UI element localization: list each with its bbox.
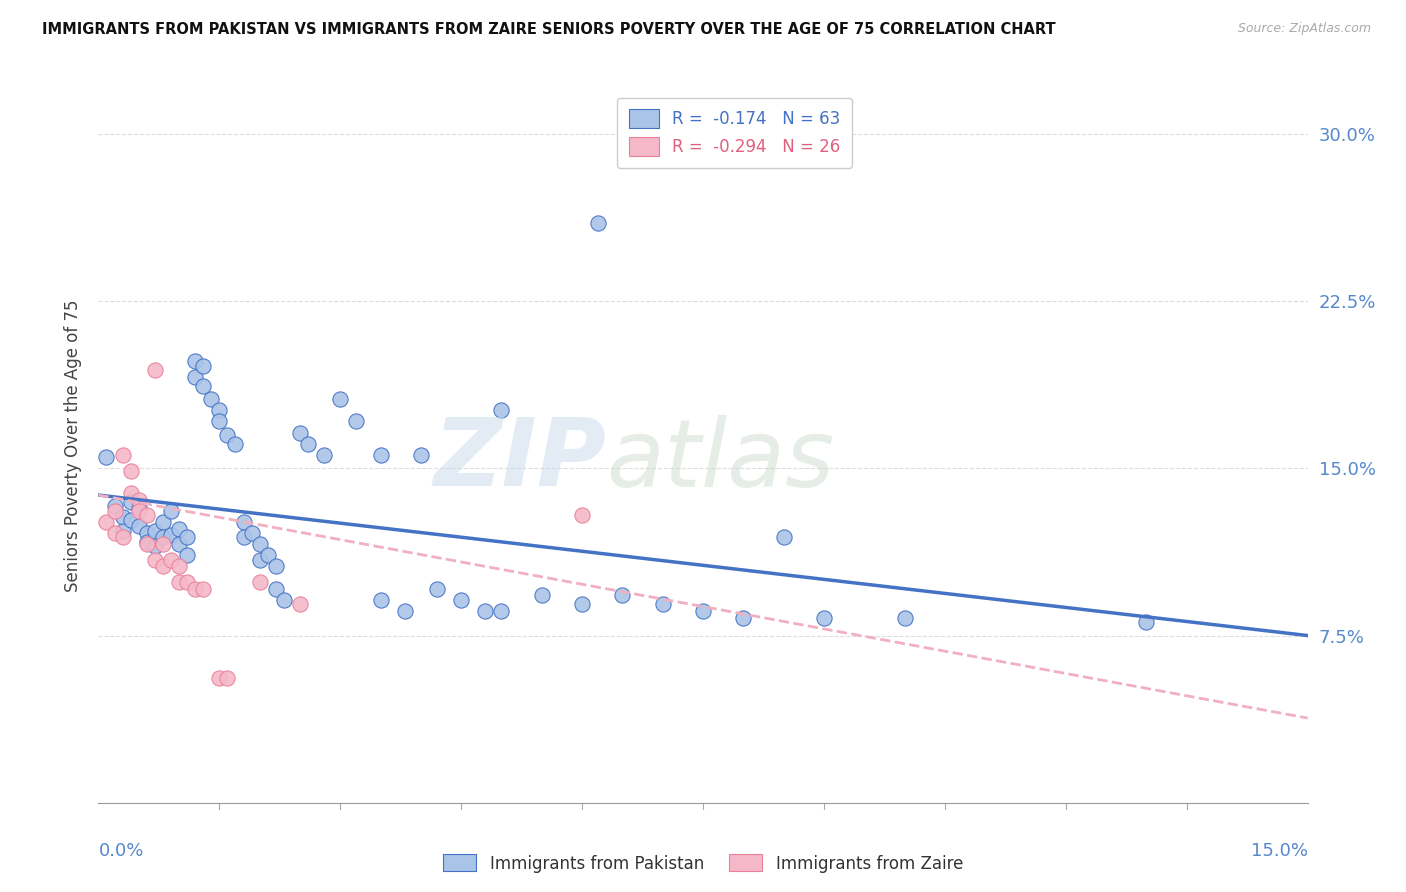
Point [111, 530, 134, 544]
Point [217, 427, 239, 442]
Point [288, 598, 311, 612]
Point [160, 528, 183, 542]
Point [176, 548, 198, 563]
Point [571, 598, 593, 612]
Point [128, 501, 150, 516]
Point [176, 530, 198, 544]
Point [217, 671, 239, 685]
Point [571, 508, 593, 523]
Point [491, 403, 513, 417]
Point [135, 537, 157, 551]
Point [96, 450, 118, 465]
Point [120, 494, 142, 508]
Point [733, 610, 755, 624]
Point [264, 559, 287, 574]
Point [474, 604, 496, 618]
Point [370, 448, 392, 462]
Point [491, 604, 513, 618]
Point [111, 448, 134, 462]
Point [612, 589, 634, 603]
Legend: Immigrants from Pakistan, Immigrants from Zaire: Immigrants from Pakistan, Immigrants fro… [436, 847, 970, 880]
Point [208, 414, 231, 428]
Point [273, 592, 295, 607]
Point [193, 378, 215, 392]
Point [111, 524, 134, 538]
Point [297, 436, 319, 450]
Point [184, 369, 207, 384]
Point [530, 589, 553, 603]
Point [1135, 615, 1157, 630]
Point [314, 448, 336, 462]
Point [111, 510, 134, 524]
Text: atlas: atlas [606, 415, 835, 506]
Point [249, 552, 271, 567]
Point [193, 582, 215, 596]
Point [200, 392, 222, 407]
Point [651, 598, 673, 612]
Point [167, 559, 190, 574]
Point [152, 515, 174, 529]
Point [143, 552, 166, 567]
Point [224, 436, 246, 450]
Point [256, 548, 278, 563]
Point [692, 604, 714, 618]
Point [167, 537, 190, 551]
Point [128, 519, 150, 533]
Point [288, 425, 311, 440]
Point [329, 392, 352, 407]
Point [813, 610, 835, 624]
Point [176, 574, 198, 589]
Point [249, 537, 271, 551]
Point [96, 515, 118, 529]
Point [120, 512, 142, 526]
Point [135, 534, 157, 549]
Point [152, 530, 174, 544]
Text: ZIP: ZIP [433, 414, 606, 507]
Text: IMMIGRANTS FROM PAKISTAN VS IMMIGRANTS FROM ZAIRE SENIORS POVERTY OVER THE AGE O: IMMIGRANTS FROM PAKISTAN VS IMMIGRANTS F… [42, 22, 1056, 37]
Point [208, 403, 231, 417]
Point [586, 216, 609, 230]
Point [232, 530, 254, 544]
Point [240, 526, 263, 541]
Point [249, 574, 271, 589]
Point [103, 503, 125, 517]
Point [232, 515, 254, 529]
Point [128, 492, 150, 507]
Point [103, 526, 125, 541]
Point [426, 582, 449, 596]
Legend: R =  -0.174   N = 63, R =  -0.294   N = 26: R = -0.174 N = 63, R = -0.294 N = 26 [617, 97, 852, 168]
Point [370, 592, 392, 607]
Point [152, 537, 174, 551]
Point [184, 354, 207, 368]
Point [394, 604, 416, 618]
Point [409, 448, 432, 462]
Text: 15.0%: 15.0% [1250, 842, 1308, 860]
Point [143, 363, 166, 377]
Point [893, 610, 915, 624]
Point [152, 559, 174, 574]
Point [143, 524, 166, 538]
Point [143, 539, 166, 553]
Y-axis label: Seniors Poverty Over the Age of 75: Seniors Poverty Over the Age of 75 [63, 300, 82, 592]
Point [160, 552, 183, 567]
Point [184, 582, 207, 596]
Point [120, 464, 142, 478]
Point [103, 500, 125, 514]
Point [167, 574, 190, 589]
Text: Source: ZipAtlas.com: Source: ZipAtlas.com [1237, 22, 1371, 36]
Point [450, 592, 472, 607]
Point [344, 414, 367, 428]
Point [264, 582, 287, 596]
Point [135, 526, 157, 541]
Point [208, 671, 231, 685]
Point [772, 530, 794, 544]
Point [135, 508, 157, 523]
Point [160, 503, 183, 517]
Point [120, 485, 142, 500]
Point [193, 359, 215, 373]
Point [128, 503, 150, 517]
Point [167, 521, 190, 535]
Text: 0.0%: 0.0% [98, 842, 143, 860]
